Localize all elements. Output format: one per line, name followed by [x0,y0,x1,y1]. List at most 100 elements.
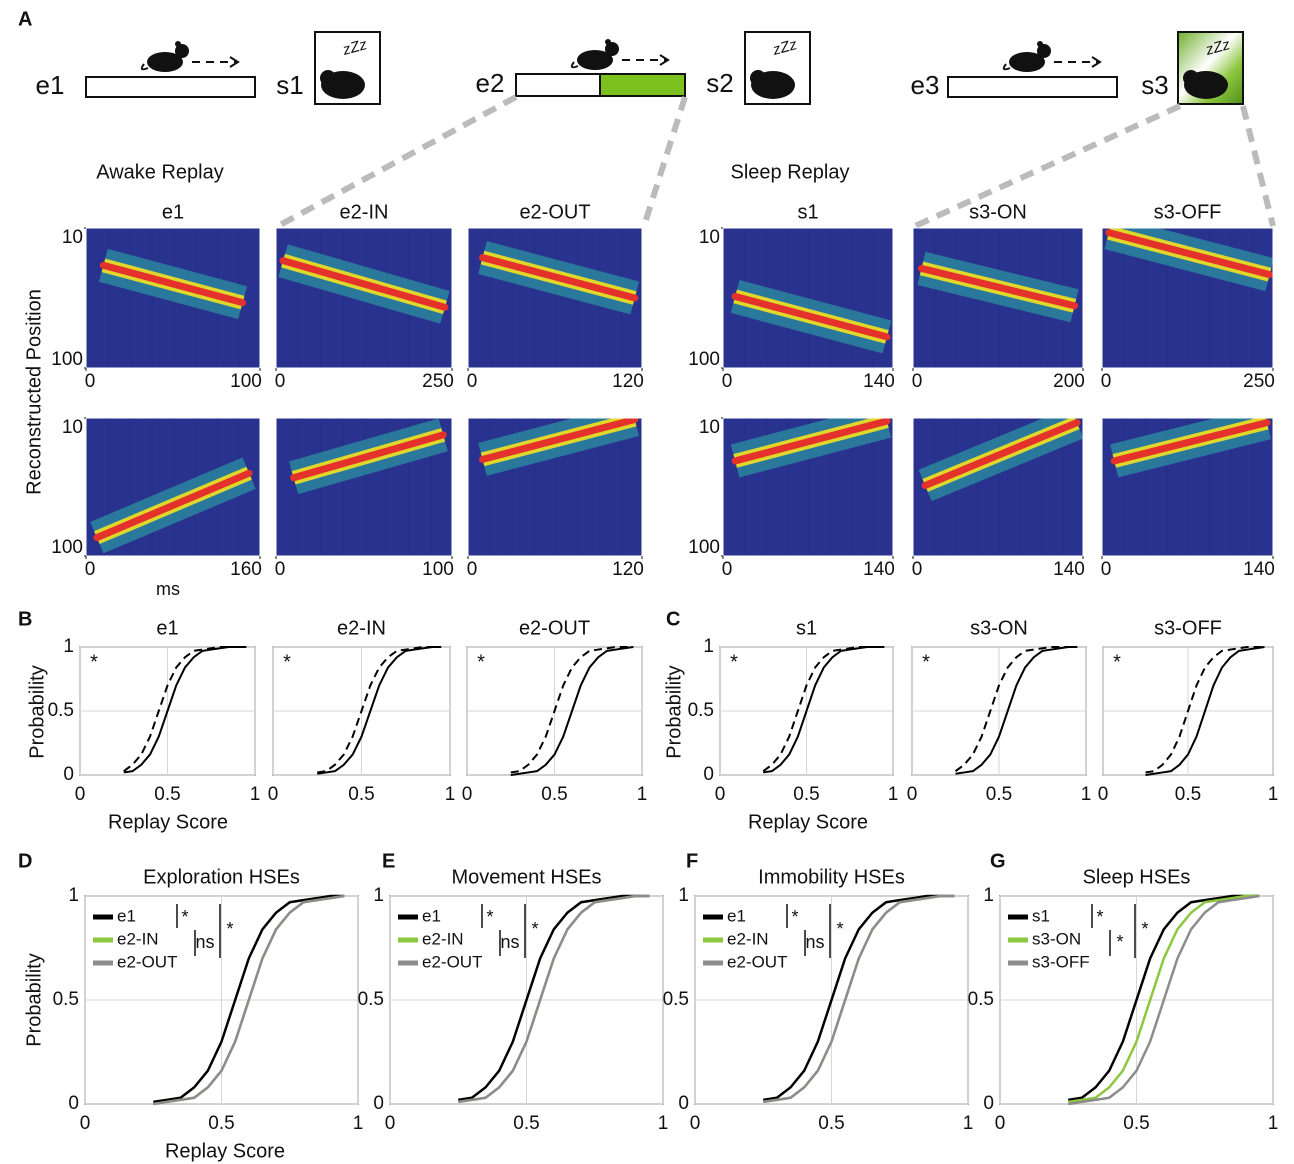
panel-title: s3-OFF [1154,201,1222,223]
heatmap-column [364,418,366,556]
heatmap [913,418,1083,556]
heatmap [1102,228,1273,368]
legend-label: s3-OFF [1032,952,1090,971]
x-tick-label: 0 [467,371,478,392]
heatmap-column [342,418,344,556]
panel-title: e2-IN [340,201,389,223]
group-title: Awake Replay [96,161,223,183]
significance: * [1113,651,1121,673]
x-tick-label: 0 [385,1113,396,1134]
panel-title: s1 [797,201,818,223]
y-tick-label: 0 [63,764,74,785]
x-tick-label: 0.5 [348,784,374,805]
session-label: s3 [1141,70,1168,100]
heatmap-column [829,228,831,368]
stat-label: ns [805,932,824,952]
x-tick-label: 0 [715,784,726,805]
stat-label: * [1141,919,1148,939]
x-tick-label: 1 [1268,1113,1279,1134]
panel-title: s3-ON [969,201,1027,223]
heatmap-column [555,228,557,368]
x-tick-label: 1 [1081,784,1092,805]
session-label: s1 [276,70,303,100]
x-tick-label: 200 [1053,371,1085,392]
panel-title: Immobility HSEs [758,866,905,888]
panel-title: e2-OUT [519,617,590,639]
significance: * [477,651,485,673]
x-tick-label: 0.5 [1123,1113,1149,1134]
y-tick-label: 0 [373,1093,384,1114]
y-tick-label: 1 [703,636,714,657]
legend-label: s3-ON [1032,929,1081,948]
stat-label: ns [500,932,519,952]
x-tick-label: 100 [230,371,262,392]
heatmap-column [151,418,153,556]
session-label: e3 [911,70,940,100]
schematic [86,32,1273,226]
y-axis-label: Probability [23,953,45,1046]
x-tick-label: 0 [268,784,279,805]
x-tick-label: 0.5 [513,1113,539,1134]
legend-label: e2-IN [117,929,159,948]
panel-letter: C [666,608,680,630]
session-label: s2 [706,68,733,98]
heatmap-column [1123,418,1125,556]
panel-title: e1 [162,201,184,223]
heatmap-column [130,228,132,368]
x-tick-label: 0 [690,1113,701,1134]
x-tick-label: 0 [912,371,923,392]
x-tick-label: 1 [888,784,899,805]
y-tick-label: 0 [678,1093,689,1114]
y-axis-label: Probability [26,665,48,758]
heatmap [276,418,452,556]
stat-label: * [531,919,538,939]
stat-label: * [1096,907,1103,927]
x-tick-label: 0 [912,559,923,580]
x-tick-label: 250 [1243,371,1275,392]
y-tick-label: 10 [62,227,83,248]
legend-label: e1 [117,906,136,925]
significance: * [90,651,98,673]
x-tick-label: 0.5 [986,784,1012,805]
x-tick-label: 0 [1101,559,1112,580]
heatmap-column [1252,228,1254,368]
x-tick-label: 0 [995,1113,1006,1134]
x-tick-label: 0 [85,559,96,580]
stat-label: * [836,919,843,939]
x-tick-label: 0 [462,784,473,805]
legend-label: e2-IN [422,929,464,948]
x-tick-label: 1 [445,784,456,805]
stat-label: * [791,907,798,927]
x-tick-label: 0.5 [541,784,567,805]
legend-label: e1 [422,906,441,925]
y-tick-label: 1 [678,885,689,906]
heatmap [723,418,893,556]
y-axis-label: Reconstructed Position [23,289,45,495]
y-tick-label: 100 [51,537,83,558]
y-tick-label: 100 [688,537,720,558]
y-tick-label: 10 [699,417,720,438]
x-axis-label: Replay Score [165,1140,285,1162]
legend-label: e2-OUT [117,952,177,971]
x-tick-label: 0.5 [208,1113,234,1134]
x-axis-label: ms [156,579,180,599]
heatmap [1102,418,1273,556]
x-tick-label: 1 [353,1113,364,1134]
y-tick-label: 0 [983,1093,994,1114]
x-tick-label: 1 [963,1113,974,1134]
x-tick-label: 0 [275,559,286,580]
x-tick-label: 250 [422,371,454,392]
panel-letter: A [18,8,32,30]
significance: * [922,651,930,673]
stat-label: ns [195,932,214,952]
panel-title: e1 [156,617,178,639]
panel-title: Sleep HSEs [1083,866,1191,888]
session-label: e2 [476,68,505,98]
x-tick-label: 140 [863,559,895,580]
x-tick-label: 0 [467,559,478,580]
x-tick-label: 100 [422,559,454,580]
y-tick-label: 0.5 [48,700,74,721]
significance: * [283,651,291,673]
y-tick-label: 1 [68,885,79,906]
x-tick-label: 0 [85,371,96,392]
